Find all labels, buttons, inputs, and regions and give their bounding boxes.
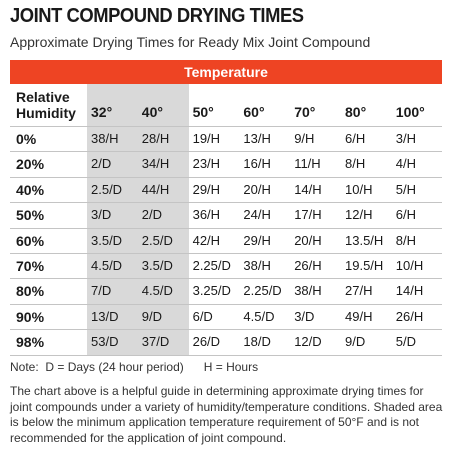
cell: 16/H (243, 156, 271, 172)
cell: 3/D (294, 308, 315, 324)
title: JOINT COMPOUND DRYING TIMES (10, 5, 304, 27)
subtitle: Approximate Drying Times for Ready Mix J… (10, 34, 371, 50)
column-header: 32° (91, 104, 113, 120)
row-divider (10, 253, 442, 254)
cell: 36/H (192, 207, 221, 223)
column-header: 80° (345, 104, 367, 120)
cell: 2.5/D (91, 181, 123, 197)
cell: 3/D (91, 207, 112, 223)
cell: 26/H (395, 308, 424, 324)
row-header: 50% (16, 207, 45, 224)
cell: 13/D (91, 308, 119, 324)
cell: 38/H (294, 283, 322, 299)
cell: 18/D (243, 334, 271, 350)
cell: 9/H (294, 131, 315, 146)
cell: 9/D (141, 308, 163, 324)
cell: 20/H (294, 232, 322, 248)
cell: 3.5/D (91, 232, 123, 248)
shaded-area (87, 84, 189, 355)
row-header: 0% (16, 131, 37, 147)
cell: 13.5/H (345, 232, 384, 248)
cell: 19.5/H (345, 258, 384, 273)
row-header: 40% (16, 181, 45, 198)
cell: 4/H (395, 156, 417, 172)
cell: 8/H (345, 156, 366, 172)
row-divider (10, 151, 442, 153)
cell: 2.5/D (141, 232, 173, 248)
cell: 11/H (294, 156, 321, 172)
cell: 2/D (141, 207, 163, 223)
cell: 28/H (141, 131, 170, 146)
cell: 8/H (395, 232, 417, 248)
cell: 3/H (395, 131, 417, 146)
cell: 4.5/D (141, 283, 173, 299)
column-header: 60° (243, 104, 265, 120)
cell: 19/H (192, 131, 221, 146)
cell: 2.25/D (243, 283, 282, 299)
cell: 2/D (91, 156, 112, 172)
row-divider (10, 329, 442, 331)
column-header: 70° (294, 104, 316, 120)
column-header: 50° (192, 104, 214, 120)
cell: 27/H (345, 283, 373, 299)
row-header: 90% (16, 308, 45, 325)
corner-header: Relative Humidity (16, 89, 76, 121)
cell: 12/D (294, 334, 322, 350)
cell: 42/H (192, 232, 221, 248)
cell: 14/H (294, 181, 322, 197)
column-header: 40° (141, 104, 163, 120)
row-divider (10, 354, 442, 356)
cell: 3.5/D (141, 258, 173, 273)
cell: 9/D (345, 334, 366, 350)
cell: 4.5/D (91, 258, 123, 273)
cell: 20/H (243, 181, 271, 197)
cell: 10/H (395, 258, 424, 273)
cell: 53/D (91, 334, 119, 350)
group-header: Temperature (10, 60, 442, 84)
cell: 38/H (91, 131, 119, 146)
cell: 34/H (141, 156, 170, 172)
row-header: 80% (16, 283, 45, 300)
row-divider (10, 176, 442, 178)
cell: 26/H (294, 258, 322, 273)
row-header: 60% (16, 232, 45, 249)
cell: 12/H (345, 207, 373, 223)
row-divider (10, 303, 442, 305)
cell: 24/H (243, 207, 271, 223)
description: The chart above is a helpful guide in de… (10, 384, 443, 445)
row-divider (10, 227, 442, 229)
row-header: 98% (16, 334, 45, 351)
cell: 7/D (91, 283, 112, 299)
cell: 6/D (192, 308, 213, 324)
cell: 29/H (192, 181, 221, 197)
cell: 2.25/D (192, 258, 231, 273)
cell: 5/D (395, 334, 417, 350)
cell: 13/H (243, 131, 271, 146)
column-header: 100° (395, 104, 425, 120)
cell: 29/H (243, 232, 271, 248)
row-divider (10, 126, 442, 127)
row-divider (10, 202, 442, 204)
cell: 26/D (192, 334, 221, 350)
cell: 37/D (141, 334, 170, 350)
cell: 23/H (192, 156, 221, 172)
cell: 3.25/D (192, 283, 231, 299)
cell: 17/H (294, 207, 322, 223)
row-header: 70% (16, 258, 45, 274)
cell: 5/H (395, 181, 417, 197)
cell: 10/H (345, 181, 373, 197)
cell: 49/H (345, 308, 373, 324)
row-header: 20% (16, 156, 45, 173)
cell: 6/H (395, 207, 417, 223)
cell: 14/H (395, 283, 424, 299)
cell: 6/H (345, 131, 366, 146)
cell: 44/H (141, 181, 170, 197)
row-divider (10, 278, 442, 280)
cell: 38/H (243, 258, 271, 273)
note: Note: D = Days (24 hour period) H = Hour… (10, 360, 259, 374)
cell: 4.5/D (243, 308, 275, 324)
